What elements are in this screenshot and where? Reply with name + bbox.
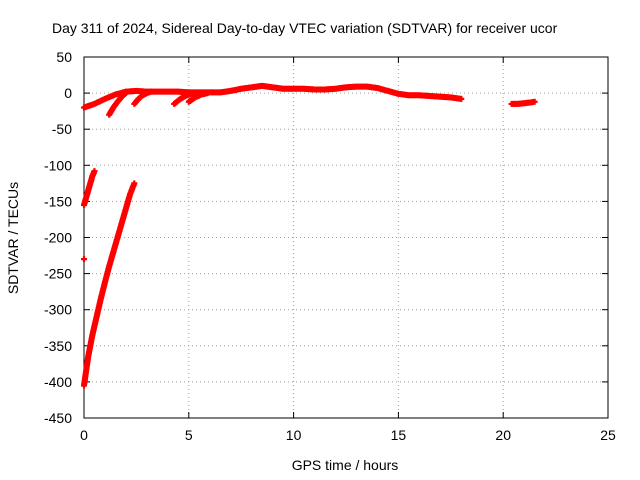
y-tick-label: -50 <box>52 121 72 137</box>
series-arc-rise-4 <box>185 90 211 105</box>
x-tick-label: 25 <box>600 427 616 443</box>
x-tick-label: 0 <box>80 427 88 443</box>
series-arc-deep <box>81 180 138 389</box>
x-tick-label: 15 <box>391 427 407 443</box>
axis-ticks: 0 5 10 15 20 25 50 0 -50 -100 -150 -200 -250 -300 -350… <box>44 49 616 443</box>
data-point <box>204 90 211 97</box>
y-axis-label: SDTVAR / TECUs <box>5 182 21 294</box>
x-tick-label: 20 <box>495 427 511 443</box>
data-point <box>122 90 129 97</box>
data-point <box>91 168 98 175</box>
series-arc-late <box>508 98 538 107</box>
series-arc-rise-2 <box>131 88 155 107</box>
y-tick-label: -400 <box>44 374 72 390</box>
data-point <box>131 180 138 187</box>
data-point <box>531 98 538 105</box>
series-arc-low-left <box>81 168 98 209</box>
y-tick-label: -350 <box>44 338 72 354</box>
x-axis-label: GPS time / hours <box>292 457 399 473</box>
series-outlier <box>81 256 87 263</box>
y-tick-label: -100 <box>44 157 72 173</box>
plot-frame <box>83 56 609 419</box>
y-tick-label: -250 <box>44 266 72 282</box>
series-arc-rise-1 <box>106 90 129 118</box>
y-tick-label: -150 <box>44 193 72 209</box>
data-markers <box>81 82 538 389</box>
x-tick-label: 10 <box>286 427 302 443</box>
data-point <box>81 256 87 263</box>
data-point <box>458 95 465 102</box>
series-arc-main <box>81 82 465 111</box>
chart-title: Day 311 of 2024, Sidereal Day-to-day VTE… <box>52 20 558 36</box>
y-tick-label: 0 <box>64 85 72 101</box>
y-tick-label: -200 <box>44 230 72 246</box>
x-tick-label: 5 <box>185 427 193 443</box>
y-tick-label: -450 <box>44 410 72 426</box>
data-point <box>148 88 155 95</box>
y-tick-label: -300 <box>44 302 72 318</box>
y-tick-label: 50 <box>56 49 72 65</box>
series-arc-rise-3 <box>171 90 196 107</box>
grid-lines <box>83 56 609 419</box>
data-point <box>189 90 196 97</box>
